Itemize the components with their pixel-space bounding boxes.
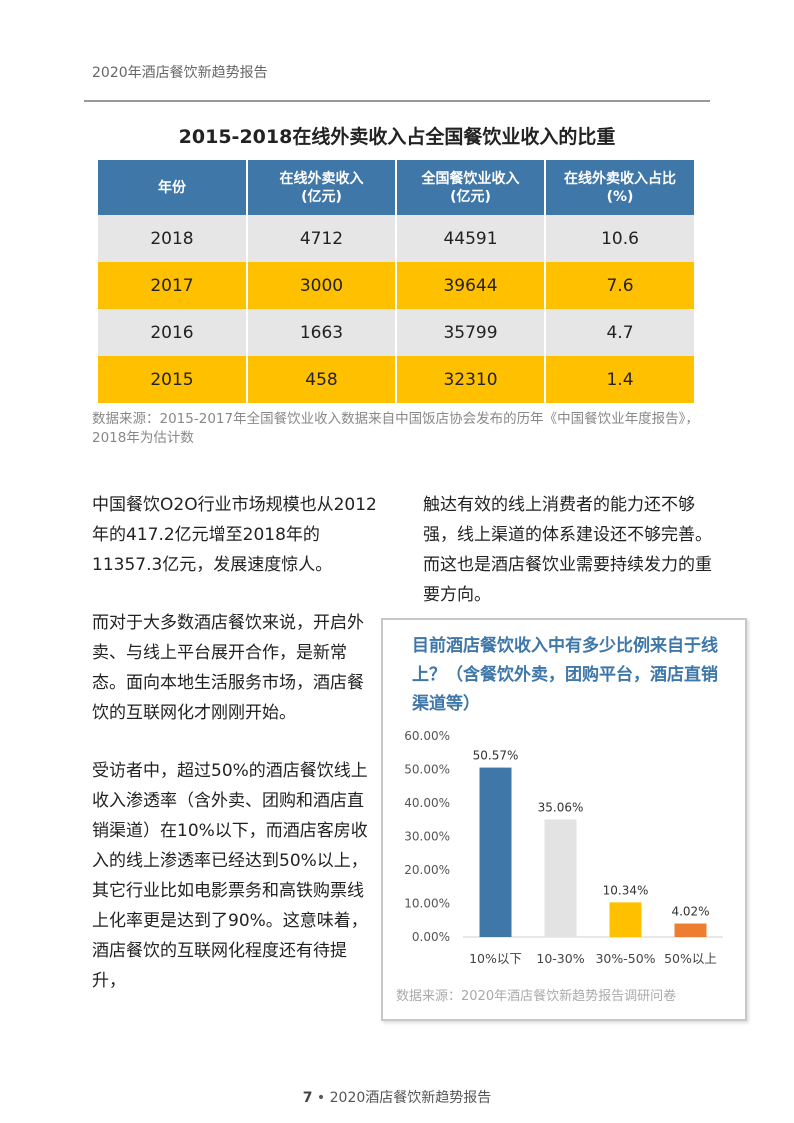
table-cell: 10.6 bbox=[545, 215, 694, 262]
header-divider bbox=[84, 100, 710, 102]
table-cell: 32310 bbox=[396, 356, 546, 403]
data-label: 50.57% bbox=[473, 749, 519, 763]
data-label: 10.34% bbox=[603, 883, 649, 897]
bar bbox=[609, 902, 642, 937]
paragraph: 受访者中，超过50%的酒店餐饮线上收入渗透率（含外卖、团购和酒店直销渠道）在10… bbox=[92, 761, 368, 991]
data-label: 35.06% bbox=[538, 801, 584, 815]
y-tick-label: 10.00% bbox=[404, 897, 450, 911]
body-column-left: 中国餐饮O2O行业市场规模也从2012年的417.2亿元增至2018年的1135… bbox=[92, 490, 377, 1024]
bar bbox=[674, 923, 707, 937]
y-tick-label: 50.00% bbox=[404, 763, 450, 777]
body-column-right: 触达有效的线上消费者的能力还不够强，线上渠道的体系建设还不够完善。而这也是酒店餐… bbox=[423, 490, 713, 610]
chart-source-note: 数据来源：2020年酒店餐饮新趋势报告调研问卷 bbox=[396, 989, 677, 1004]
table-cell: 35799 bbox=[396, 309, 546, 356]
y-tick-label: 20.00% bbox=[404, 863, 450, 877]
y-tick-label: 0.00% bbox=[412, 930, 450, 944]
column-header: 在线外卖收入占比 (%) bbox=[545, 160, 694, 215]
footer-title: 2020酒店餐饮新趋势报告 bbox=[329, 1090, 492, 1106]
table-cell: 39644 bbox=[396, 262, 546, 309]
table-title: 2015-2018在线外卖收入占全国餐饮业收入的比重 bbox=[178, 126, 616, 148]
paragraph: 中国餐饮O2O行业市场规模也从2012年的417.2亿元增至2018年的1135… bbox=[92, 495, 377, 575]
column-header-text: 年份 bbox=[158, 179, 186, 196]
table-row: 2016 1663 35799 4.7 bbox=[98, 309, 694, 356]
table-cell: 4.7 bbox=[545, 309, 694, 356]
x-tick-label: 50%以上 bbox=[664, 951, 717, 966]
table-cell: 7.6 bbox=[545, 262, 694, 309]
running-header: 2020年酒店餐饮新趋势报告 bbox=[92, 65, 268, 81]
table-cell: 458 bbox=[247, 356, 397, 403]
column-header: 年份 bbox=[98, 160, 248, 215]
revenue-table: 年份 在线外卖收入 (亿元) 全国餐饮业收入 (亿元) 在线外卖收入占比 (%) 2018 4… bbox=[98, 160, 694, 403]
table-cell: 2018 bbox=[98, 215, 248, 262]
x-tick-label: 30%-50% bbox=[595, 951, 655, 966]
page-footer: 7 • 2020酒店餐饮新趋势报告 bbox=[0, 1087, 794, 1107]
paragraph: 触达有效的线上消费者的能力还不够强，线上渠道的体系建设还不够完善。而这也是酒店餐… bbox=[423, 495, 712, 605]
column-header-text: 在线外卖收入占比 bbox=[564, 170, 676, 187]
y-tick-label: 30.00% bbox=[404, 830, 450, 844]
table-cell: 2017 bbox=[98, 262, 248, 309]
column-header-text: (亿元) bbox=[450, 188, 491, 205]
x-tick-label: 10%以下 bbox=[469, 951, 522, 966]
column-header: 在线外卖收入 (亿元) bbox=[247, 160, 397, 215]
chart-frame bbox=[381, 618, 747, 1021]
table-row: 2017 3000 39644 7.6 bbox=[98, 262, 694, 309]
column-header-text: 在线外卖收入 bbox=[279, 170, 364, 187]
table-row: 2015 458 32310 1.4 bbox=[98, 356, 694, 403]
table-cell: 2015 bbox=[98, 356, 248, 403]
bar bbox=[479, 767, 512, 937]
table-cell: 3000 bbox=[247, 262, 397, 309]
paragraph: 而对于大多数酒店餐饮来说，开启外卖、与线上平台展开合作，是新常态。面向本地生活服… bbox=[92, 613, 364, 723]
y-tick-label: 40.00% bbox=[404, 796, 450, 810]
chart-title: 目前酒店餐饮收入中有多少比例来自于线上？（含餐饮外卖，团购平台，酒店直销渠道等） bbox=[412, 636, 718, 714]
y-tick-label: 60.00% bbox=[404, 729, 450, 743]
table-source-note: 数据来源：2015-2017年全国餐饮业收入数据来自中国饭店协会发布的历年《中国… bbox=[92, 411, 699, 446]
column-header: 全国餐饮业收入 (亿元) bbox=[396, 160, 546, 215]
table-cell: 1663 bbox=[247, 309, 397, 356]
column-header-text: (%) bbox=[606, 188, 634, 205]
table-cell: 44591 bbox=[396, 215, 546, 262]
data-label: 4.02% bbox=[671, 905, 709, 919]
table-header-row: 年份 在线外卖收入 (亿元) 全国餐饮业收入 (亿元) 在线外卖收入占比 (%) bbox=[98, 160, 694, 215]
page-number: 7 bbox=[302, 1090, 313, 1106]
column-header-text: 全国餐饮业收入 bbox=[421, 170, 520, 187]
footer-separator: • bbox=[316, 1090, 326, 1106]
bar bbox=[544, 819, 577, 937]
table-cell: 2016 bbox=[98, 309, 248, 356]
x-tick-label: 10-30% bbox=[536, 951, 584, 966]
column-header-text: (亿元) bbox=[301, 188, 342, 205]
table-cell: 4712 bbox=[247, 215, 397, 262]
table-row: 2018 4712 44591 10.6 bbox=[98, 215, 694, 262]
table-cell: 1.4 bbox=[545, 356, 694, 403]
